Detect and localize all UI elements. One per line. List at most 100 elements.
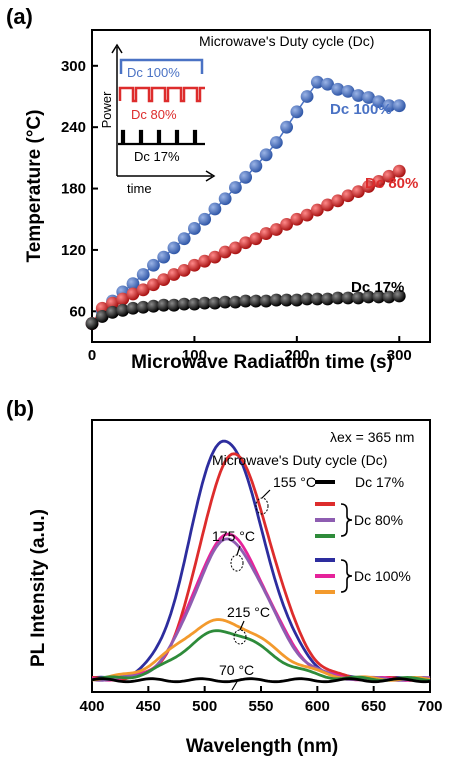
data-point (157, 250, 171, 264)
data-point (95, 310, 109, 323)
data-point (280, 217, 294, 231)
data-point (290, 293, 304, 307)
legend-label: Dc 100% (354, 568, 411, 584)
data-point (290, 105, 304, 119)
annotation-155: 155 °C (255, 474, 316, 515)
data-point (198, 296, 212, 310)
data-point (351, 89, 365, 102)
panel-b-ticks: 400 450 500 550 600 650 700 (79, 686, 443, 715)
inset-y-arrow-icon (111, 43, 123, 54)
data-point (269, 223, 283, 236)
data-point (167, 268, 181, 281)
pl-spectrum (91, 618, 431, 682)
data-point (188, 222, 201, 235)
panel-b-x-axis-title: Wavelength (nm) (186, 736, 338, 757)
data-point (321, 198, 334, 212)
data-point (341, 291, 355, 305)
annotation-215: 215 °C (227, 604, 270, 645)
data-point (392, 289, 406, 303)
data-point (259, 294, 273, 308)
annotation-70-label: 70 °C (219, 662, 254, 678)
annotation-70-arrow (231, 679, 239, 691)
panel-b-series (91, 439, 431, 684)
data-point (392, 99, 406, 113)
series-label-dc17: Dc 17% (351, 279, 404, 296)
data-point (351, 291, 365, 305)
panel-a-y-tick-label: 240 (61, 119, 86, 136)
data-point (239, 294, 253, 308)
data-point (362, 290, 375, 304)
inset-x-label: time (127, 181, 152, 196)
data-point (136, 300, 150, 314)
panel-a-x-axis-title: Microwave Radiation time (s) (131, 352, 393, 373)
panel-a: (a) 0 100 200 300 60 120 180 240 300 Microwave's… (6, 4, 431, 373)
panel-b-y-axis-title: PL Intensity (a.u.) (28, 509, 49, 667)
panel-b-x-tick-label: 650 (361, 698, 386, 715)
inset-y-label: Power (99, 91, 114, 129)
data-point (372, 174, 386, 188)
data-point (300, 90, 314, 103)
data-point (208, 250, 222, 264)
data-point (126, 301, 140, 315)
panel-a-x-tick-label: 0 (88, 347, 96, 364)
panel-b-legend: Dc 17% Dc 80% Dc 100% (315, 474, 411, 594)
data-point (239, 236, 253, 250)
data-point (136, 283, 150, 297)
data-point (351, 185, 365, 199)
data-point (106, 296, 119, 310)
data-point (116, 292, 130, 306)
inset-pulse-dc100 (119, 58, 204, 74)
data-point (382, 99, 396, 113)
data-point (331, 194, 345, 208)
data-point (259, 148, 273, 162)
data-point (321, 292, 334, 306)
data-point (259, 227, 273, 240)
data-point (269, 293, 283, 307)
data-point (290, 212, 304, 226)
annotation-215-label: 215 °C (227, 604, 270, 620)
series-label-dc80: Dc 80% (365, 175, 418, 192)
data-point (208, 296, 222, 310)
data-point (239, 170, 253, 184)
data-point (372, 95, 386, 109)
data-point (167, 298, 181, 312)
data-point (218, 295, 232, 309)
data-point (147, 299, 160, 313)
inset-label-dc17: Dc 17% (134, 149, 180, 164)
data-point (280, 120, 294, 134)
panel-a-x-tick-label: 200 (284, 347, 309, 364)
legend-brace-dc80 (340, 503, 353, 537)
inset-label-dc100: Dc 100% (127, 65, 180, 80)
annotation-175-label: 175 °C (212, 528, 255, 544)
data-point (85, 317, 99, 330)
data-point (280, 293, 294, 307)
data-point (310, 75, 324, 89)
data-point (249, 159, 263, 173)
annotation-175-arrow (236, 545, 241, 556)
data-point (249, 294, 263, 308)
data-point (116, 303, 130, 317)
inset-pulse-dc80 (118, 86, 205, 103)
data-point (198, 254, 212, 268)
data-point (228, 295, 242, 309)
data-point (300, 208, 314, 222)
legend-label: Dc 17% (355, 474, 404, 490)
pl-spectrum (91, 677, 431, 684)
data-point (177, 232, 191, 246)
inset-pulse-dc17 (118, 129, 205, 146)
data-point (362, 91, 375, 104)
annotation-215-arrow (239, 620, 245, 631)
data-point (147, 278, 160, 292)
panel-b-label: (b) (6, 396, 34, 421)
data-point (167, 241, 181, 255)
data-point (218, 245, 232, 259)
panel-a-ticks: 0 100 200 300 60 120 180 240 300 (61, 58, 412, 364)
data-point (157, 298, 171, 312)
inset-x-arrow-icon (205, 170, 216, 182)
panel-a-y-axis-title: Temperature (°C) (24, 110, 45, 263)
data-point (228, 241, 242, 255)
data-point (208, 202, 222, 216)
data-point (321, 77, 334, 91)
data-point (341, 189, 355, 203)
